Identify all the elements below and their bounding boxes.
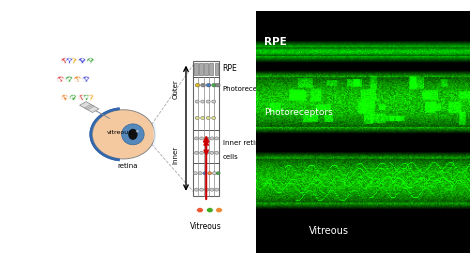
Ellipse shape [87,58,94,64]
Ellipse shape [212,117,216,119]
Ellipse shape [197,208,203,213]
Ellipse shape [206,117,210,119]
Ellipse shape [201,117,205,119]
Ellipse shape [195,100,199,103]
Ellipse shape [194,188,199,191]
Bar [193,61,219,196]
Ellipse shape [70,95,77,100]
Ellipse shape [212,100,216,103]
Ellipse shape [205,188,209,191]
Bar [204,63,208,75]
Ellipse shape [194,137,199,140]
Ellipse shape [128,129,137,140]
Ellipse shape [65,76,73,82]
Ellipse shape [215,188,219,191]
Ellipse shape [207,208,213,213]
Ellipse shape [216,208,222,213]
Ellipse shape [201,83,205,87]
Text: Outer: Outer [173,79,179,99]
Ellipse shape [215,137,219,140]
Ellipse shape [61,58,68,64]
Ellipse shape [203,172,207,175]
Polygon shape [154,122,155,147]
Ellipse shape [210,137,214,140]
Ellipse shape [78,95,86,100]
Ellipse shape [193,172,197,175]
Ellipse shape [210,151,214,154]
Ellipse shape [206,83,211,87]
Ellipse shape [74,76,82,82]
Ellipse shape [70,58,77,64]
Ellipse shape [205,151,209,154]
Bar [215,63,219,75]
Ellipse shape [201,100,205,103]
Ellipse shape [82,95,90,100]
Ellipse shape [216,172,220,175]
Ellipse shape [136,130,139,132]
Ellipse shape [87,95,94,100]
Ellipse shape [215,151,219,154]
Text: Vitreous: Vitreous [309,226,349,236]
Text: RPE: RPE [264,37,287,47]
Ellipse shape [206,100,210,103]
Ellipse shape [122,124,144,145]
Ellipse shape [212,83,217,87]
Text: vitreous: vitreous [107,130,133,135]
Ellipse shape [65,58,73,64]
Text: Photoreceptors: Photoreceptors [264,108,333,117]
Ellipse shape [208,172,212,175]
Ellipse shape [200,188,204,191]
Bar [210,63,213,75]
Ellipse shape [200,137,204,140]
Ellipse shape [200,151,204,154]
Ellipse shape [215,83,220,87]
Text: Inner: Inner [173,146,179,164]
Ellipse shape [61,95,68,100]
Ellipse shape [205,137,209,140]
Ellipse shape [78,58,86,64]
Bar [199,63,203,75]
Bar [194,63,198,75]
Ellipse shape [210,188,214,191]
Ellipse shape [195,117,199,119]
Text: retina: retina [117,163,137,169]
Text: Inner retinal: Inner retinal [223,140,265,146]
Text: Vitreous: Vitreous [191,222,222,231]
Text: RPE: RPE [223,64,237,73]
Ellipse shape [92,110,155,159]
Ellipse shape [195,83,200,87]
Ellipse shape [57,76,64,82]
Bar [80,102,99,113]
Ellipse shape [198,172,202,175]
Text: Photoreceptors: Photoreceptors [223,86,275,92]
Ellipse shape [212,172,217,175]
Ellipse shape [194,151,199,154]
Ellipse shape [82,76,90,82]
Text: cells: cells [223,154,238,160]
